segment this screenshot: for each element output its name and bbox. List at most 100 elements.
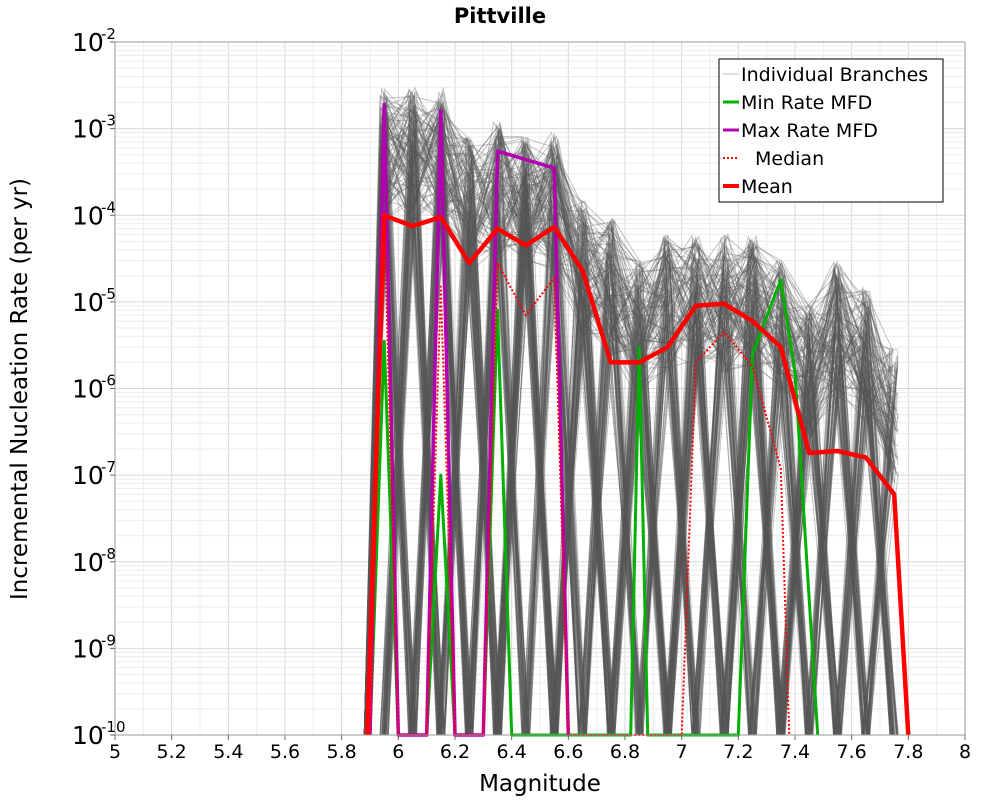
branch-line (363, 114, 895, 736)
branch-line (363, 116, 896, 736)
branch-line (363, 91, 892, 736)
x-tick-label: 7.2 (723, 741, 753, 763)
x-axis-ticks: 5 5.2 5.4 5.6 5.8 6 6.2 6.4 6.6 6.8 7 7.2 7.4 7.6 7.8 8 (109, 735, 971, 763)
y-tick-exponent: -3 (101, 112, 116, 130)
y-tick-exponent: -6 (101, 372, 116, 390)
branch-line (363, 105, 893, 736)
branch-line (363, 114, 897, 736)
branch-line (363, 137, 893, 736)
branch-line (363, 111, 893, 736)
series-mean (364, 213, 911, 736)
branch-line (363, 169, 897, 736)
branch-line (363, 105, 892, 736)
branch-line (364, 127, 896, 736)
branch-line (364, 157, 892, 736)
x-tick-label: 5.6 (270, 741, 300, 763)
legend-label: Median (755, 148, 824, 170)
x-tick-label: 6.2 (440, 741, 470, 763)
branch-line (363, 130, 899, 736)
branch-line (363, 167, 891, 736)
branch-line (363, 93, 895, 736)
branch-line (364, 136, 896, 736)
branch-line (364, 124, 899, 736)
branch-line (364, 97, 895, 736)
branch-line (363, 157, 898, 736)
y-axis-label: Incremental Nucleation Rate (per yr) (7, 178, 33, 600)
x-tick-label: 5.4 (213, 741, 243, 763)
y-tick-exponent: -4 (101, 198, 116, 216)
branch-line (363, 111, 892, 736)
chart-title: Pittville (454, 4, 546, 28)
branch-line (363, 113, 893, 736)
y-tick-label: 10 (72, 201, 104, 230)
branch-line (363, 114, 897, 736)
branch-line (363, 124, 894, 736)
y-tick-exponent: -8 (101, 545, 116, 563)
y-tick-label: 10 (72, 721, 104, 750)
legend-box (718, 58, 944, 203)
x-tick-label: 7.8 (893, 741, 923, 763)
branch-line (363, 154, 891, 736)
y-tick-exponent: -9 (101, 631, 116, 649)
x-tick-label: 6.8 (610, 741, 640, 763)
y-tick-exponent: -7 (101, 458, 116, 476)
branch-line (363, 98, 899, 736)
branch-line (364, 176, 898, 736)
x-axis-label: Magnitude (479, 771, 601, 797)
branch-line (363, 137, 896, 736)
branch-line (364, 100, 896, 736)
branch-line (363, 135, 898, 736)
branch-line (363, 99, 894, 736)
branch-line (363, 115, 892, 736)
branch-line (363, 157, 893, 736)
x-tick-label: 6 (392, 741, 404, 763)
branch-line (363, 109, 891, 736)
branch-line (364, 105, 893, 736)
x-tick-label: 5.8 (327, 741, 357, 763)
legend-label: Individual Branches (741, 64, 928, 86)
branch-line (364, 107, 899, 736)
x-tick-label: 6.6 (553, 741, 583, 763)
branch-line (363, 139, 899, 736)
branch-line (363, 91, 892, 736)
y-tick-label: 10 (72, 28, 104, 57)
branch-line (364, 144, 895, 736)
branch-line (364, 107, 895, 736)
branch-line (363, 145, 893, 736)
branch-line (364, 86, 892, 736)
legend: Individual Branches Min Rate MFD Max Rate … (718, 58, 944, 203)
branch-line (364, 190, 893, 736)
series-median (369, 218, 791, 736)
y-tick-label: 10 (72, 288, 104, 317)
branch-line (364, 90, 898, 736)
branch-line (363, 178, 898, 736)
branch-line (364, 188, 891, 736)
branch-line (364, 95, 895, 736)
branch-line (363, 123, 898, 736)
x-tick-label: 5 (109, 741, 121, 763)
branch-line (364, 124, 891, 736)
branch-line (364, 126, 898, 736)
series-max-rate-mfd (368, 102, 571, 737)
legend-label: Max Rate MFD (741, 120, 878, 142)
branch-line (363, 142, 895, 736)
branch-line (363, 105, 896, 736)
branch-line (363, 132, 895, 736)
branch-line (363, 106, 894, 736)
legend-label: Mean (741, 176, 793, 198)
branch-line (363, 114, 893, 736)
branch-line (364, 145, 899, 736)
x-tick-label: 7 (676, 741, 688, 763)
branch-line (363, 127, 894, 736)
y-tick-label: 10 (72, 548, 104, 577)
branch-line (363, 108, 898, 736)
branch-line (364, 141, 899, 736)
branch-line (363, 105, 892, 736)
branch-line (363, 142, 891, 736)
y-tick-label: 10 (72, 461, 104, 490)
y-tick-exponent: -2 (101, 25, 116, 43)
branch-line (363, 127, 898, 736)
y-tick-exponent: -10 (101, 718, 126, 736)
